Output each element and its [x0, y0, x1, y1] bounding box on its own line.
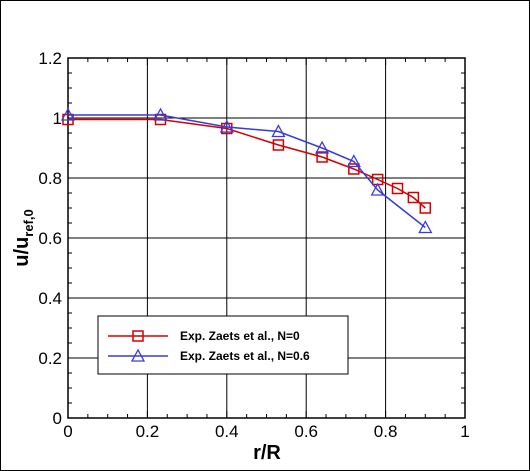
axes: [67, 57, 466, 419]
y-tick-label-2: 0.4: [38, 289, 62, 308]
y-tick-label-1: 0.2: [38, 349, 62, 368]
y-axis-label: u/uref,0: [11, 209, 36, 266]
legend-label-1: Exp. Zaets et al., N=0.6: [180, 349, 310, 363]
x-axis-label: r/R: [253, 442, 281, 464]
y-tick-label-4: 0.8: [38, 169, 62, 188]
series-1-point-6: [370, 182, 385, 196]
x-tick-label-4: 0.8: [374, 422, 398, 441]
y-tick-label-3: 0.6: [38, 229, 62, 248]
series-0-point-4: [316, 151, 328, 163]
series-1-point-7: [418, 220, 433, 234]
series-1-point-3: [271, 124, 286, 138]
legend-label-0: Exp. Zaets et al., N=0: [180, 329, 300, 343]
x-tick-label-0: 0: [63, 422, 72, 441]
series-0-line: [68, 118, 426, 209]
y-axis-label-sub: ref,0: [21, 209, 36, 236]
x-tick-label-2: 0.4: [215, 422, 239, 441]
series-0-point-2: [221, 122, 233, 135]
series-1-point-5: [346, 154, 361, 168]
series-0-point-7: [391, 182, 404, 195]
x-tick-label-3: 0.6: [294, 422, 318, 441]
series-0-point-3: [272, 139, 285, 151]
tick-labels: 0 0.2 0.4 0.6 0.8 1 0 0.2 0.4 0.6 0.8 1 1.2: [38, 49, 469, 441]
series-1: [60, 107, 433, 234]
legend-entry-0: Exp. Zaets et al., N=0: [108, 329, 300, 343]
x-tick-label-5: 1: [460, 422, 469, 441]
series-layer: [60, 107, 433, 234]
legend-entry-1: Exp. Zaets et al., N=0.6: [108, 348, 310, 363]
series-0-point-9: [419, 202, 432, 214]
y-tick-label-0: 0: [53, 409, 62, 428]
series-1-point-2: [219, 119, 234, 133]
series-1-point-4: [314, 140, 330, 154]
series-1-point-0: [60, 107, 76, 121]
legend-marker-1: [130, 348, 146, 362]
y-axis-label-main: u/u: [11, 237, 33, 267]
y-tick-label-5: 1: [53, 109, 62, 128]
x-tick-label-1: 0.2: [136, 422, 160, 441]
legend-box: [97, 315, 349, 375]
legend-marker-0: [132, 330, 144, 342]
series-1-line: [68, 114, 426, 229]
series-1-point-1: [153, 107, 168, 121]
legend: Exp. Zaets et al., N=0 Exp. Zaets et al.,…: [97, 315, 349, 375]
y-tick-label-6: 1.2: [38, 49, 62, 68]
series-0-point-5: [348, 163, 360, 175]
series-0-point-8: [407, 191, 420, 204]
